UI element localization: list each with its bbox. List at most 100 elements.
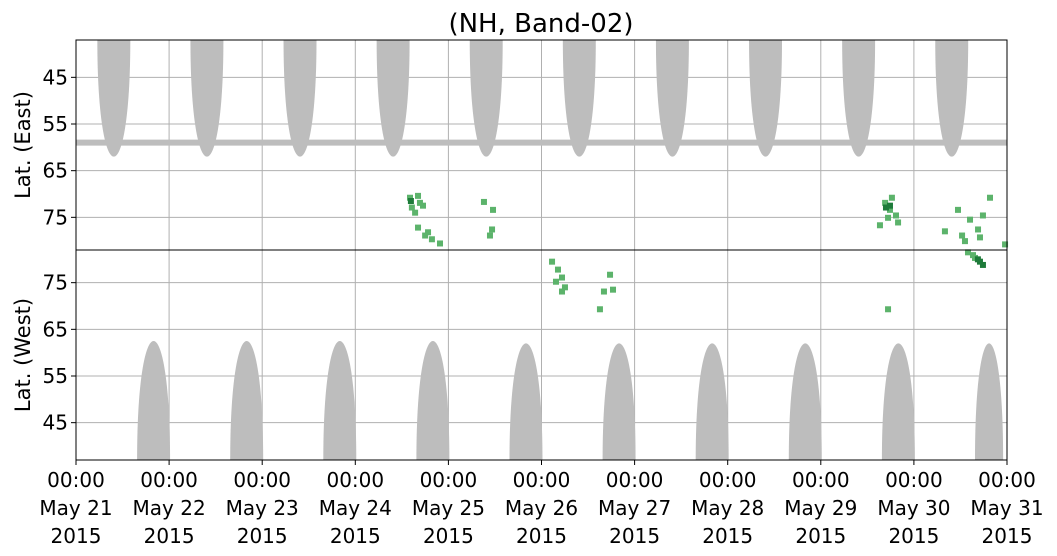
x-tick-label-line: 2015 [144, 524, 195, 548]
x-tick-label-line: 00:00 [699, 468, 757, 492]
region [749, 40, 783, 157]
data-point [969, 252, 976, 259]
y-axis-label: Lat. (East) [11, 91, 35, 199]
data-point [419, 202, 426, 209]
x-tick-label-line: 00:00 [513, 468, 571, 492]
data-point [489, 226, 496, 233]
x-tick-label: 00:00 May 26 2015 [505, 468, 578, 548]
y-axis-label: Lat. (West) [11, 298, 35, 412]
data-point [415, 192, 422, 199]
data-point [407, 198, 414, 204]
x-tick-label-line: 2015 [795, 524, 846, 548]
data-point [607, 271, 614, 278]
x-tick-label-line: 2015 [702, 524, 753, 548]
x-tick-label-line: 00:00 [326, 468, 384, 492]
x-tick-label-line: 00:00 [606, 468, 664, 492]
data-point [888, 194, 895, 201]
x-tick-label-line: 00:00 [885, 468, 943, 492]
data-point [892, 212, 899, 219]
region [416, 341, 450, 460]
data-point [885, 214, 892, 221]
x-tick-label-line: May 28 [691, 496, 764, 520]
x-tick-label-line: 2015 [888, 524, 939, 548]
data-point [415, 224, 422, 231]
region [323, 341, 357, 460]
region [97, 40, 131, 157]
x-tick-label-line: May 26 [505, 496, 578, 520]
x-tick-label: 00:00 May 28 2015 [691, 468, 764, 548]
data-point [967, 216, 974, 223]
region [283, 40, 317, 157]
data-point [885, 306, 892, 313]
data-point [428, 236, 435, 243]
data-point [886, 202, 893, 209]
region [190, 40, 224, 157]
data-point [974, 256, 981, 263]
data-point [954, 206, 961, 213]
x-tick-label-line: 2015 [982, 524, 1033, 548]
x-tick-label-line: May 31 [970, 496, 1043, 520]
data-point [412, 209, 419, 216]
y-tick-label: 65 [43, 317, 68, 341]
data-point [959, 232, 966, 239]
x-tick-label-line: 2015 [237, 524, 288, 548]
data-point [961, 238, 968, 245]
x-tick-label: 00:00 May 23 2015 [226, 468, 299, 548]
x-tick-label: 00:00 May 22 2015 [133, 468, 206, 548]
data-point [979, 212, 986, 219]
data-point [552, 278, 559, 285]
region [469, 40, 503, 157]
data-point [882, 199, 889, 206]
data-point [408, 204, 415, 211]
data-point [600, 288, 607, 295]
data-point [554, 266, 561, 273]
x-tick-label: 00:00 May 27 2015 [598, 468, 671, 548]
data-point [561, 284, 568, 291]
x-tick-label: 00:00 May 25 2015 [412, 468, 485, 548]
x-tick-label: 00:00 May 29 2015 [784, 468, 857, 548]
data-point [422, 232, 429, 239]
region [695, 343, 729, 460]
x-tick-label-line: May 27 [598, 496, 671, 520]
y-tick-label: 75 [43, 271, 68, 295]
region [509, 343, 543, 460]
region [842, 40, 876, 157]
x-tick-label-line: 00:00 [792, 468, 850, 492]
data-point [895, 219, 902, 226]
x-tick-label-line: 2015 [330, 524, 381, 548]
x-tick-label-line: May 21 [39, 496, 112, 520]
x-tick-label-line: May 23 [226, 496, 299, 520]
data-point [882, 204, 889, 211]
region [602, 343, 636, 460]
x-tick-label-line: 00:00 [233, 468, 291, 492]
data-point [406, 194, 413, 201]
data-point [558, 288, 565, 295]
x-tick-label: 00:00 May 31 2015 [970, 468, 1043, 548]
data-point [976, 234, 983, 241]
x-tick-label-line: May 24 [319, 496, 392, 520]
data-point [965, 249, 972, 256]
region [881, 343, 915, 460]
data-point [558, 274, 565, 281]
region [935, 40, 969, 157]
chart-title: (NH, Band-02) [448, 9, 633, 39]
x-tick-label-line: 2015 [609, 524, 660, 548]
y-tick-label: 45 [43, 65, 68, 89]
y-tick-label: 55 [43, 364, 68, 388]
data-point [886, 206, 893, 213]
y-tick-label: 55 [43, 112, 68, 136]
data-point [425, 229, 432, 236]
data-point [941, 228, 948, 235]
data-point [596, 306, 603, 313]
x-tick-label-line: May 22 [133, 496, 206, 520]
data-point [486, 232, 493, 239]
data-point [549, 258, 556, 265]
x-tick-label-line: 00:00 [978, 468, 1036, 492]
x-tick-label-line: May 29 [784, 496, 857, 520]
data-point [975, 226, 982, 233]
x-tick-label-line: 2015 [516, 524, 567, 548]
data-point [436, 240, 443, 247]
data-point [480, 198, 487, 205]
